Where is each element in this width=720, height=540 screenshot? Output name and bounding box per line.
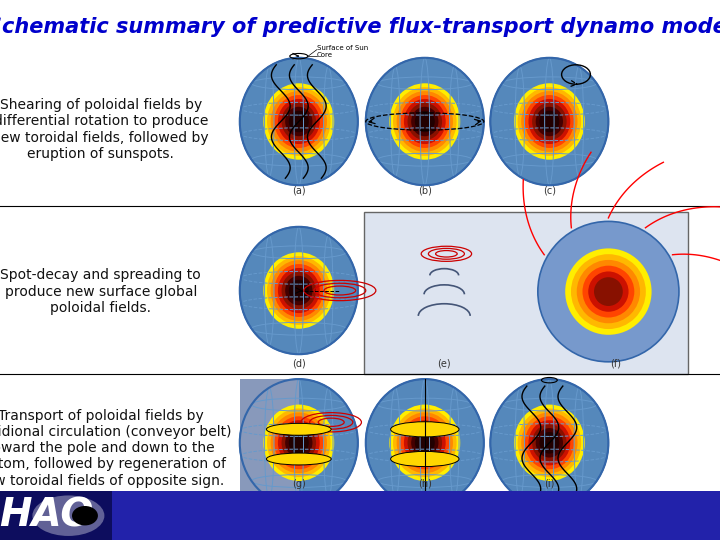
Ellipse shape xyxy=(390,404,460,481)
Ellipse shape xyxy=(525,416,574,469)
Ellipse shape xyxy=(397,91,453,152)
Ellipse shape xyxy=(538,221,679,362)
Ellipse shape xyxy=(415,432,435,454)
Text: Schematic summary of predictive flux-transport dynamo model: Schematic summary of predictive flux-tra… xyxy=(0,17,720,37)
Ellipse shape xyxy=(518,87,581,156)
Ellipse shape xyxy=(514,404,585,481)
Ellipse shape xyxy=(521,91,577,152)
Ellipse shape xyxy=(266,423,331,435)
Ellipse shape xyxy=(366,379,484,507)
Ellipse shape xyxy=(278,99,320,144)
Ellipse shape xyxy=(539,432,559,454)
Ellipse shape xyxy=(525,95,574,148)
Text: (h): (h) xyxy=(418,478,432,489)
Ellipse shape xyxy=(490,58,608,185)
Ellipse shape xyxy=(411,107,438,136)
Bar xyxy=(364,212,688,374)
Ellipse shape xyxy=(588,272,629,312)
Bar xyxy=(240,379,299,507)
Ellipse shape xyxy=(400,416,449,469)
Text: Spot-decay and spreading to
produce new surface global
poloidal fields.: Spot-decay and spreading to produce new … xyxy=(1,268,201,315)
Ellipse shape xyxy=(264,404,334,481)
Ellipse shape xyxy=(285,107,312,136)
Ellipse shape xyxy=(536,428,563,457)
Text: (f): (f) xyxy=(610,358,621,368)
Ellipse shape xyxy=(390,83,460,160)
Ellipse shape xyxy=(571,254,646,329)
Ellipse shape xyxy=(271,91,327,152)
Text: (e): (e) xyxy=(438,358,451,368)
Ellipse shape xyxy=(539,111,559,132)
Ellipse shape xyxy=(536,107,563,136)
Text: (a): (a) xyxy=(292,185,305,195)
Text: Core: Core xyxy=(317,52,333,58)
Ellipse shape xyxy=(264,83,334,160)
Ellipse shape xyxy=(393,87,456,156)
Ellipse shape xyxy=(415,111,435,132)
Ellipse shape xyxy=(264,252,334,329)
Ellipse shape xyxy=(532,424,567,462)
Text: Surface of Sun: Surface of Sun xyxy=(317,45,368,51)
Ellipse shape xyxy=(282,103,316,140)
Ellipse shape xyxy=(282,424,316,462)
Ellipse shape xyxy=(274,416,323,469)
Ellipse shape xyxy=(528,99,570,144)
Ellipse shape xyxy=(285,428,312,457)
Ellipse shape xyxy=(408,103,442,140)
Bar xyxy=(0,491,112,540)
Ellipse shape xyxy=(390,451,459,467)
Ellipse shape xyxy=(518,408,581,477)
Ellipse shape xyxy=(278,268,320,313)
Text: Shearing of poloidal fields by
differential rotation to produce
new toroidal fie: Shearing of poloidal fields by different… xyxy=(0,98,209,161)
Bar xyxy=(0,491,720,540)
Ellipse shape xyxy=(397,413,453,473)
Ellipse shape xyxy=(266,453,331,465)
Text: Transport of poloidal fields by
meridional circulation (conveyor belt)
toward th: Transport of poloidal fields by meridion… xyxy=(0,409,232,488)
Ellipse shape xyxy=(408,424,442,462)
Ellipse shape xyxy=(274,264,323,317)
Ellipse shape xyxy=(490,379,608,507)
Ellipse shape xyxy=(582,266,634,318)
Ellipse shape xyxy=(521,413,577,473)
Text: (g): (g) xyxy=(292,478,306,489)
Ellipse shape xyxy=(390,422,459,437)
Ellipse shape xyxy=(400,95,449,148)
Ellipse shape xyxy=(267,408,330,477)
Text: (d): (d) xyxy=(292,358,306,368)
Ellipse shape xyxy=(267,256,330,325)
Ellipse shape xyxy=(289,280,309,301)
Ellipse shape xyxy=(404,420,446,465)
Ellipse shape xyxy=(285,276,312,305)
Ellipse shape xyxy=(32,496,104,536)
Ellipse shape xyxy=(289,432,309,454)
Ellipse shape xyxy=(271,413,327,473)
Circle shape xyxy=(72,506,98,525)
Ellipse shape xyxy=(289,111,309,132)
Ellipse shape xyxy=(411,428,438,457)
Ellipse shape xyxy=(278,420,320,465)
Ellipse shape xyxy=(274,95,323,148)
Ellipse shape xyxy=(240,227,358,354)
Text: HAO: HAO xyxy=(0,497,94,535)
Ellipse shape xyxy=(565,248,652,335)
Ellipse shape xyxy=(404,99,446,144)
Ellipse shape xyxy=(514,83,585,160)
Ellipse shape xyxy=(282,272,316,309)
Ellipse shape xyxy=(577,260,640,323)
Ellipse shape xyxy=(267,87,330,156)
Ellipse shape xyxy=(240,58,358,185)
Ellipse shape xyxy=(366,58,484,185)
Ellipse shape xyxy=(532,103,567,140)
Text: (b): (b) xyxy=(418,185,432,195)
Ellipse shape xyxy=(594,277,623,306)
Text: (c): (c) xyxy=(543,185,556,195)
Ellipse shape xyxy=(240,379,358,507)
Ellipse shape xyxy=(393,408,456,477)
Text: (i): (i) xyxy=(544,478,554,489)
Ellipse shape xyxy=(528,420,570,465)
Ellipse shape xyxy=(271,260,327,321)
